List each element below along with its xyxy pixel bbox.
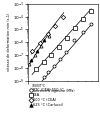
Y-axis label: vitesse de deformation min (s-1): vitesse de deformation min (s-1) xyxy=(7,13,11,71)
Text: 1000/T°C
contrainte d'ingenieur (MPa): 1000/T°C contrainte d'ingenieur (MPa) xyxy=(32,84,74,93)
Legend: RTC (CEA) 550 °C, CEA, 600 °C (CEA), 625 °C (Carlucci): RTC (CEA) 550 °C, CEA, 600 °C (CEA), 625… xyxy=(30,89,64,107)
